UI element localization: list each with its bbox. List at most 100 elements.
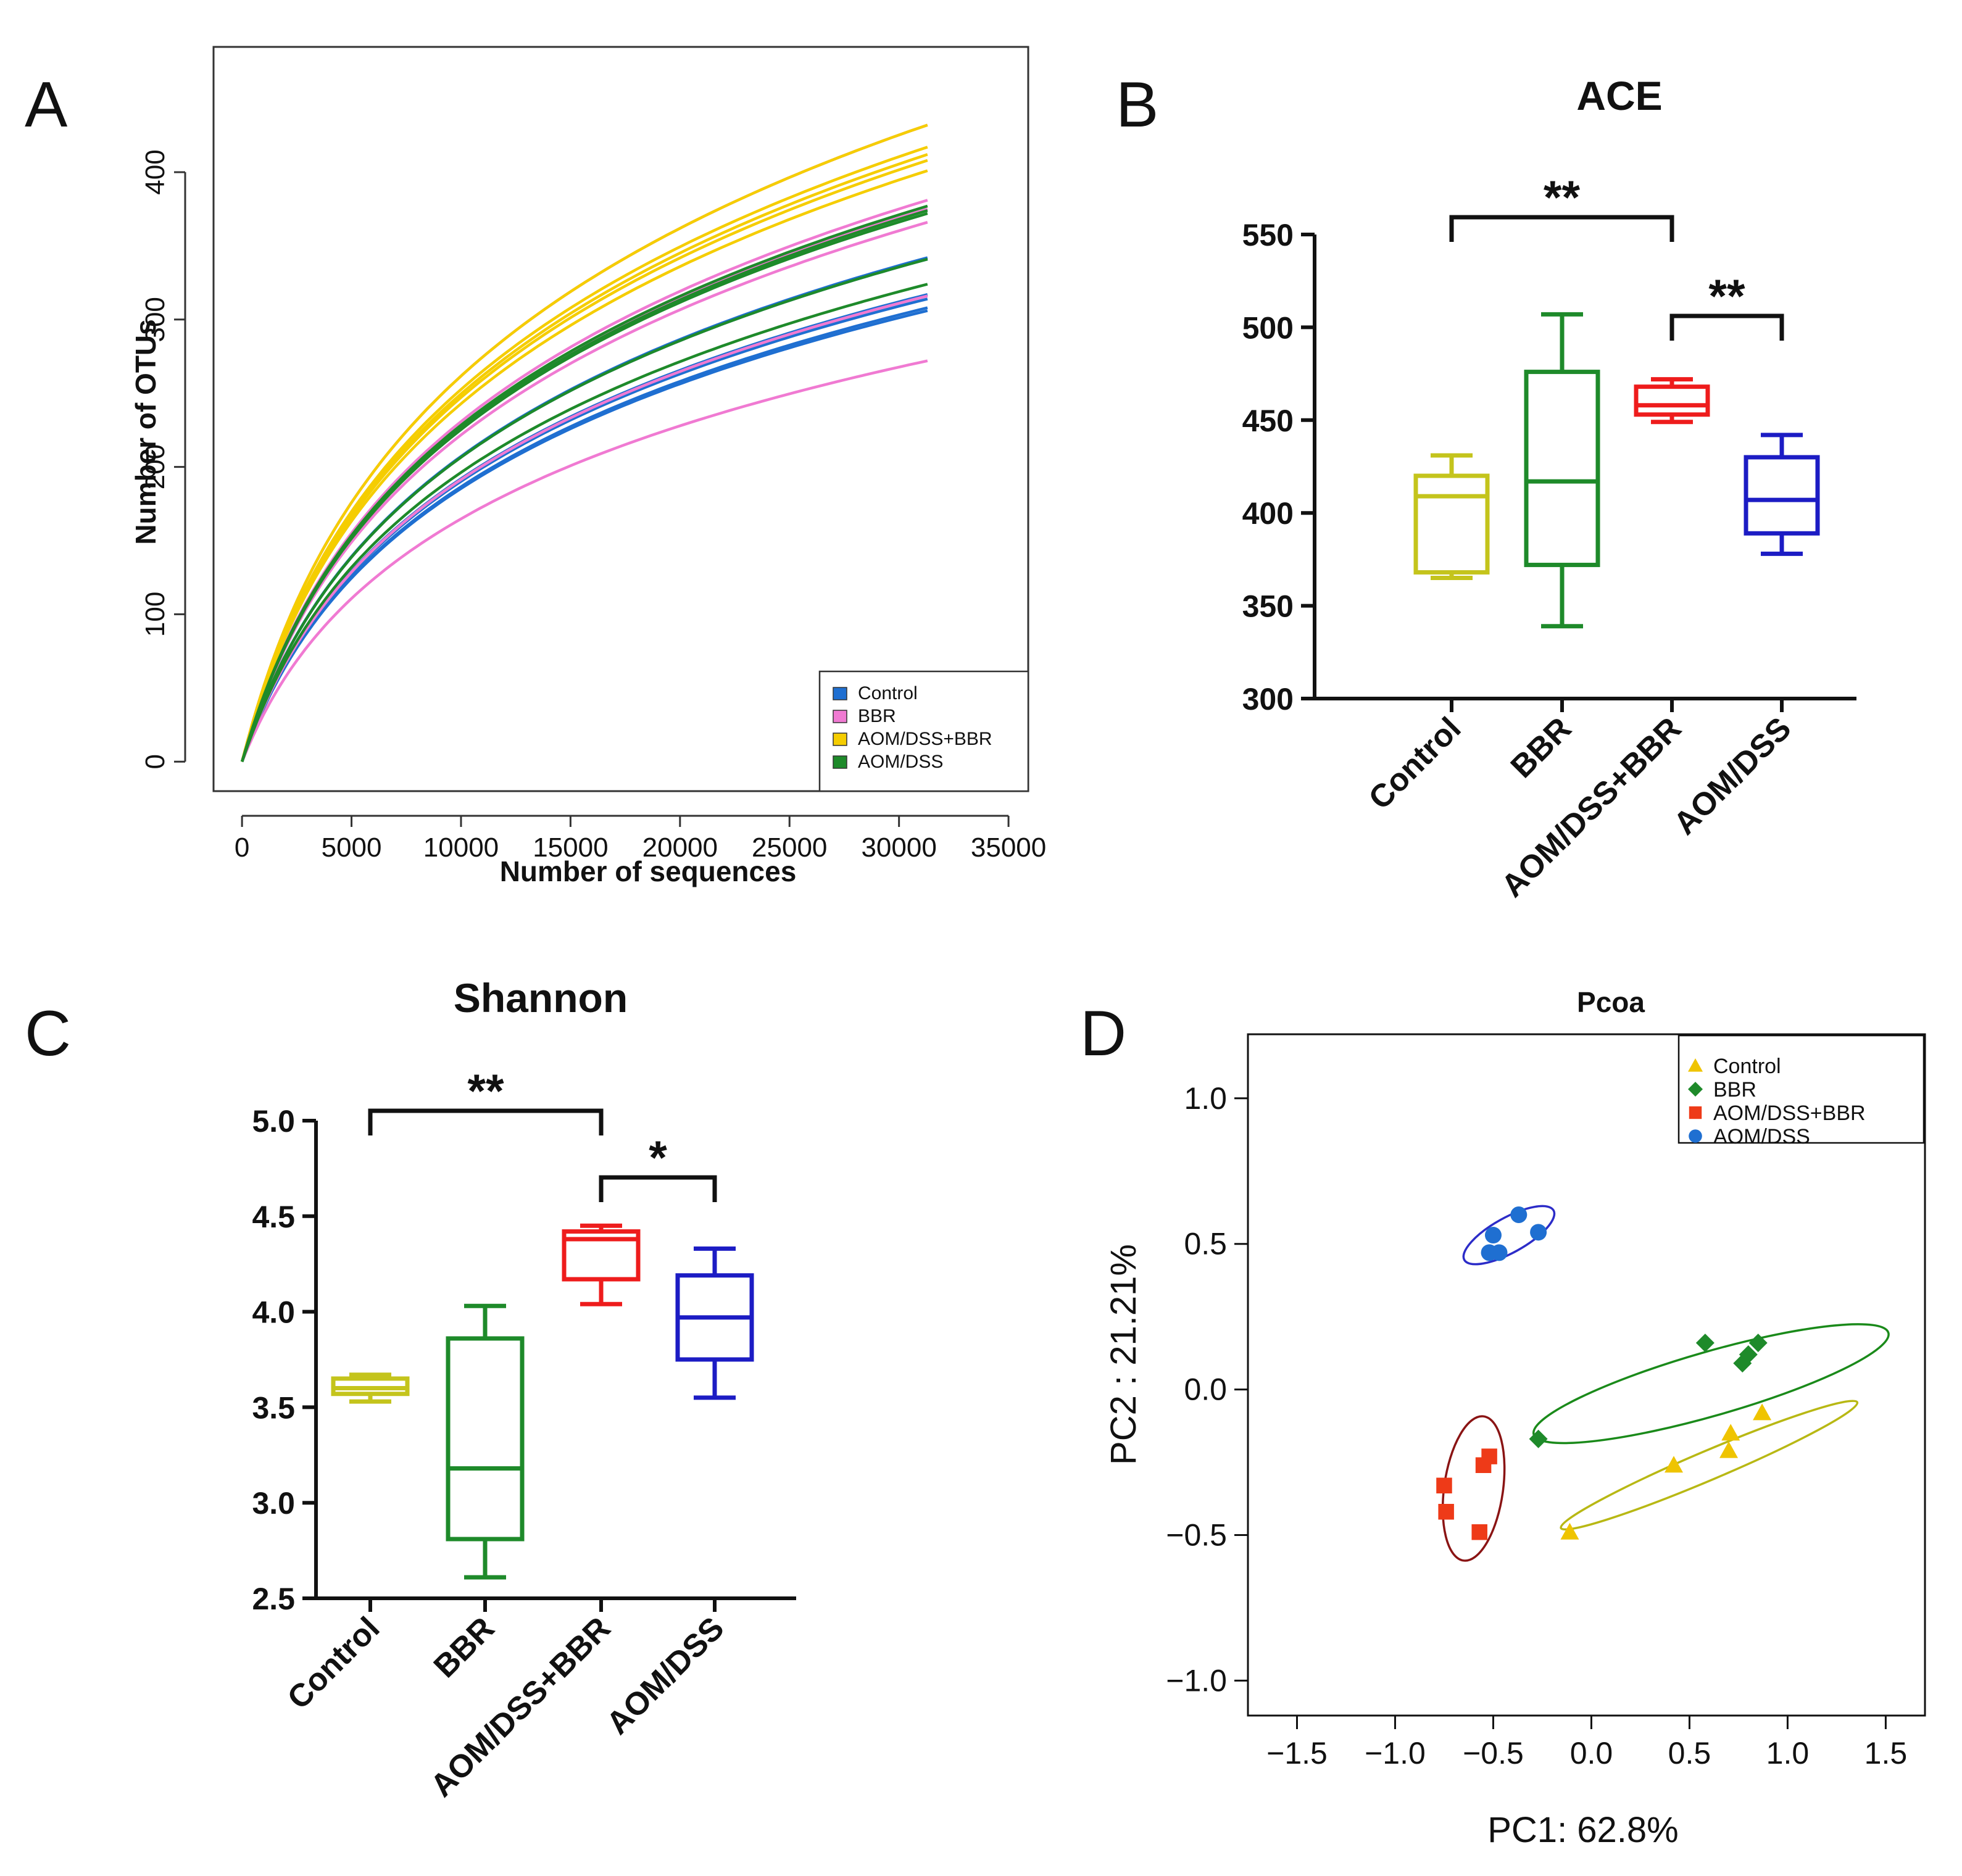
panel-d-legend-frame bbox=[1677, 1034, 1925, 1144]
panel-a-x-axis: 0 5000 10000 15000 20000 25000 30000 35000 bbox=[235, 815, 1046, 863]
panel-c-significance-label: ** bbox=[467, 1065, 504, 1118]
panel-d-legend-label: AOM/DSS bbox=[1713, 1125, 1810, 1148]
panel-a-legend-label: AOM/DSS bbox=[858, 752, 943, 772]
panel-c-y-tick-label: 2.5 bbox=[252, 1582, 295, 1616]
panel-a-y-tick-label: 300 bbox=[140, 297, 170, 342]
panel-b-y-tick-label: 550 bbox=[1242, 218, 1294, 252]
panel-a-legend-swatch bbox=[833, 733, 847, 746]
panel-c-significance-label: * bbox=[649, 1132, 667, 1184]
panel-d-point-aom-dss bbox=[1530, 1224, 1547, 1241]
panel-d-y-tick-label: 1.0 bbox=[1184, 1081, 1227, 1116]
panel-d-plot-frame bbox=[1247, 1033, 1926, 1717]
panel-d-legend-label: AOM/DSS+BBR bbox=[1713, 1102, 1866, 1125]
panel-a-legend-swatch bbox=[833, 710, 847, 723]
panel-b-significance-label: ** bbox=[1708, 270, 1745, 323]
panel-c-boxes bbox=[331, 1223, 754, 1580]
panel-b-box-aom-dss-iqr bbox=[1744, 455, 1820, 536]
panel-b-box-bbr-iqr bbox=[1524, 370, 1600, 567]
panel-a-curve-aom-dss-bbr bbox=[240, 123, 928, 762]
panel-a-legend-label: AOM/DSS+BBR bbox=[858, 729, 992, 749]
panel-d-point-control bbox=[1719, 1441, 1739, 1458]
panel-a-letter: A bbox=[25, 69, 68, 141]
panel-d-point-control bbox=[1664, 1456, 1683, 1473]
panel-a-x-tick-label: 10000 bbox=[423, 832, 499, 863]
panel-a-x-title: Number of sequences bbox=[500, 855, 797, 887]
panel-c-letter: C bbox=[25, 998, 71, 1069]
panel-a-legend-swatch bbox=[833, 687, 847, 700]
panel-a-x-tick-label: 15000 bbox=[533, 832, 608, 863]
panel-d-x-tick-label: 1.5 bbox=[1864, 1736, 1908, 1770]
panel-b-box-control-iqr bbox=[1413, 473, 1490, 575]
panel-a-y-tick-label: 0 bbox=[140, 754, 170, 769]
panel-c-category-label: AOM/DSS bbox=[600, 1610, 731, 1741]
panel-c-box-bbr-iqr bbox=[446, 1336, 525, 1542]
panel-c-y-tick-label: 5.0 bbox=[252, 1104, 295, 1139]
panel-d-x-tick-label: −1.5 bbox=[1266, 1736, 1328, 1770]
panel-d-y-tick-label: −0.5 bbox=[1166, 1517, 1227, 1552]
panel-a-x-tick-label: 35000 bbox=[971, 832, 1046, 863]
panel-a-legend-frame bbox=[818, 670, 1029, 792]
panel-a-y-tick-label: 400 bbox=[140, 149, 170, 194]
panel-a-x-tick-label: 0 bbox=[235, 832, 249, 863]
panel-a-curve-bbr bbox=[240, 123, 928, 762]
panel-a-curve-aom-dss bbox=[241, 257, 928, 763]
panel-d-y-title: PC2 : 21.21% bbox=[1104, 1244, 1144, 1465]
panel-d-point-control bbox=[1560, 1522, 1579, 1540]
panel-a-x-tick-label: 30000 bbox=[861, 832, 936, 863]
panel-d-x-tick-label: 1.0 bbox=[1766, 1736, 1810, 1770]
panel-d-point-aom-dss bbox=[1510, 1206, 1528, 1224]
panel-a-plot-frame bbox=[212, 46, 1029, 792]
panel-c-y-tick-label: 4.5 bbox=[252, 1200, 295, 1234]
panel-b-y-tick-label: 300 bbox=[1242, 682, 1294, 716]
panel-d-x-title: PC1: 62.8% bbox=[1487, 1810, 1679, 1850]
panel-d: D Pcoa −1.5 −1.0 −0.5 0.0 0.5 1.0 1.5 −1.0 −0.5 0… bbox=[1080, 986, 1926, 1850]
panel-a-legend-label: Control bbox=[858, 683, 918, 704]
panel-b-y-tick-label: 500 bbox=[1242, 310, 1294, 345]
panel-a-legend-swatch bbox=[833, 755, 847, 769]
panel-c-box-aom-dss-bbr-iqr bbox=[562, 1229, 641, 1282]
panel-d-y-tick-label: −1.0 bbox=[1166, 1663, 1227, 1698]
panel-b-significance-label: ** bbox=[1544, 172, 1581, 224]
panel-d-point-bbr bbox=[1529, 1429, 1548, 1448]
panel-c-significance-bracket bbox=[599, 1175, 717, 1202]
panel-d-point-aom-dss-bbr bbox=[1481, 1448, 1497, 1464]
panel-d-ellipse-bbr bbox=[1532, 1323, 1890, 1445]
panel-b-boxes bbox=[1413, 312, 1820, 629]
panel-d-legend-marker bbox=[1689, 1129, 1702, 1143]
panel-d-ellipse-aom-dss bbox=[1462, 1205, 1556, 1266]
panel-d-point-aom-dss bbox=[1484, 1227, 1502, 1244]
panel-a-x-tick-label: 5000 bbox=[322, 832, 382, 863]
panel-c-significance: *** bbox=[368, 1065, 717, 1202]
panel-a-y-tick-label: 200 bbox=[140, 444, 170, 489]
panel-b: B ACE 300 350 400 450 500 550 Control BBR AOM/DS… bbox=[1116, 69, 1856, 904]
panel-b-letter: B bbox=[1116, 69, 1158, 141]
panel-b-category-label: AOM/DSS bbox=[1667, 710, 1798, 842]
panel-d-legend-marker bbox=[1689, 1106, 1702, 1119]
panel-c-y-tick-label: 4.0 bbox=[252, 1295, 295, 1330]
panel-d-point-bbr bbox=[1748, 1334, 1768, 1353]
panel-d-point-bbr bbox=[1695, 1334, 1715, 1353]
panel-d-point-aom-dss-bbr bbox=[1438, 1503, 1454, 1520]
panel-a-y-title: Number of OTUs bbox=[130, 319, 162, 544]
panel-d-x-tick-label: −0.5 bbox=[1463, 1736, 1524, 1770]
panel-d-point-bbr bbox=[1739, 1345, 1758, 1364]
panel-d-legend-marker bbox=[1688, 1082, 1703, 1097]
panel-d-axes: −1.5 −1.0 −0.5 0.0 0.5 1.0 1.5 −1.0 −0.5 0.0 0.5 1.… bbox=[1166, 1081, 1907, 1770]
panel-c: C Shannon 2.5 3.0 3.5 4.0 4.5 5.0 Control BBR AO… bbox=[25, 975, 796, 1804]
panel-a-y-axis: 0 100 200 300 400 bbox=[140, 149, 186, 769]
panel-b-category-label: Control bbox=[1362, 710, 1468, 816]
panel-d-point-aom-dss-bbr bbox=[1471, 1524, 1487, 1540]
panel-d-ellipse-control bbox=[1560, 1400, 1859, 1531]
panel-c-category-label: BBR bbox=[427, 1610, 502, 1685]
panel-d-point-control bbox=[1753, 1403, 1772, 1421]
panel-c-title: Shannon bbox=[454, 975, 628, 1021]
panel-c-significance-bracket bbox=[368, 1108, 604, 1135]
panel-a-curve-aom-dss bbox=[240, 212, 928, 762]
panel-d-legend-marker bbox=[1688, 1058, 1703, 1072]
panel-d-title: Pcoa bbox=[1577, 986, 1645, 1018]
panel-d-point-aom-dss-bbr bbox=[1436, 1477, 1452, 1494]
panel-b-box-aom-dss-bbr-iqr bbox=[1634, 384, 1710, 417]
panel-d-x-tick-label: −1.0 bbox=[1365, 1736, 1426, 1770]
